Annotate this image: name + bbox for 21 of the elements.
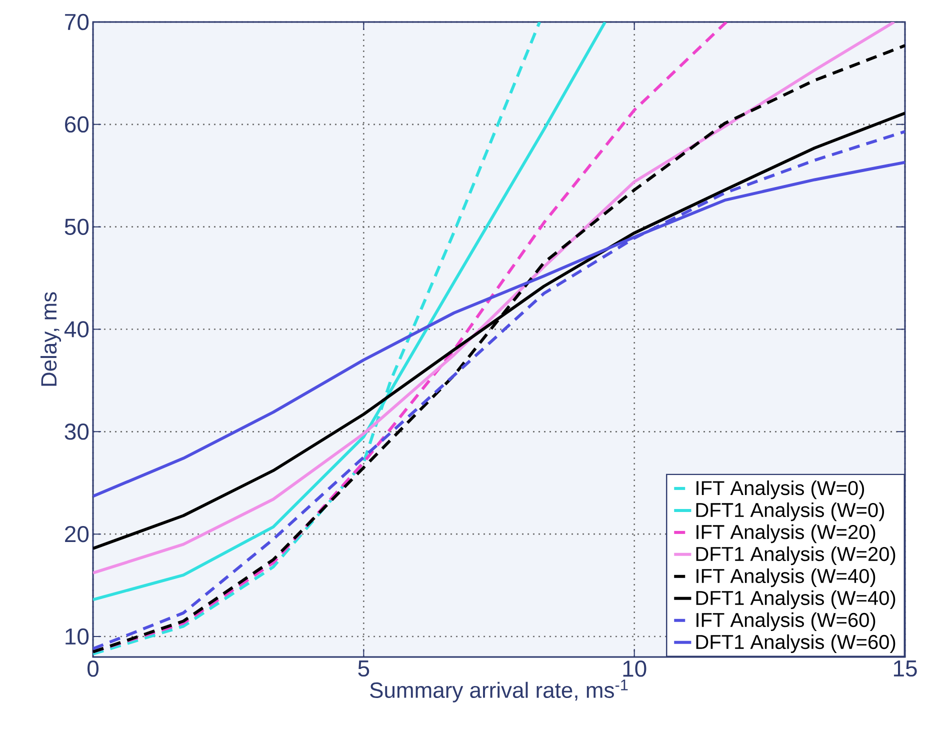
x-tick-label: 5 (358, 660, 370, 677)
y-tick-label: 60 (65, 116, 89, 133)
x-tick-label: 10 (623, 660, 646, 677)
legend-label: DFT1 Analysis (W=20) (696, 546, 896, 566)
y-tick-label: 10 (66, 628, 89, 645)
legend-label: IFT Analysis (W=0) (696, 480, 864, 500)
y-axis-title: Delay, ms (40, 292, 62, 386)
legend-label: DFT1 Analysis (W=0) (696, 502, 884, 522)
y-tick-label: 70 (65, 14, 89, 30)
x-tick-label: 15 (894, 660, 917, 677)
legend-label: IFT Analysis (W=40) (696, 568, 876, 588)
y-tick-label: 40 (64, 321, 89, 338)
legend-label: IFT Analysis (W=20) (696, 524, 876, 544)
y-tick-label: 20 (65, 526, 89, 542)
legend-label: DFT1 Analysis (W=60) (696, 634, 896, 654)
x-tick-label: 0 (88, 660, 99, 677)
legend-label: IFT Analysis (W=60) (696, 612, 876, 632)
x-axis-title: Summary arrival rate, ms$^{-1}$ (370, 680, 628, 702)
y-tick-label: 50 (64, 218, 89, 235)
y-tick-label: 30 (64, 424, 89, 440)
legend-label: DFT1 Analysis (W=40) (696, 590, 896, 610)
